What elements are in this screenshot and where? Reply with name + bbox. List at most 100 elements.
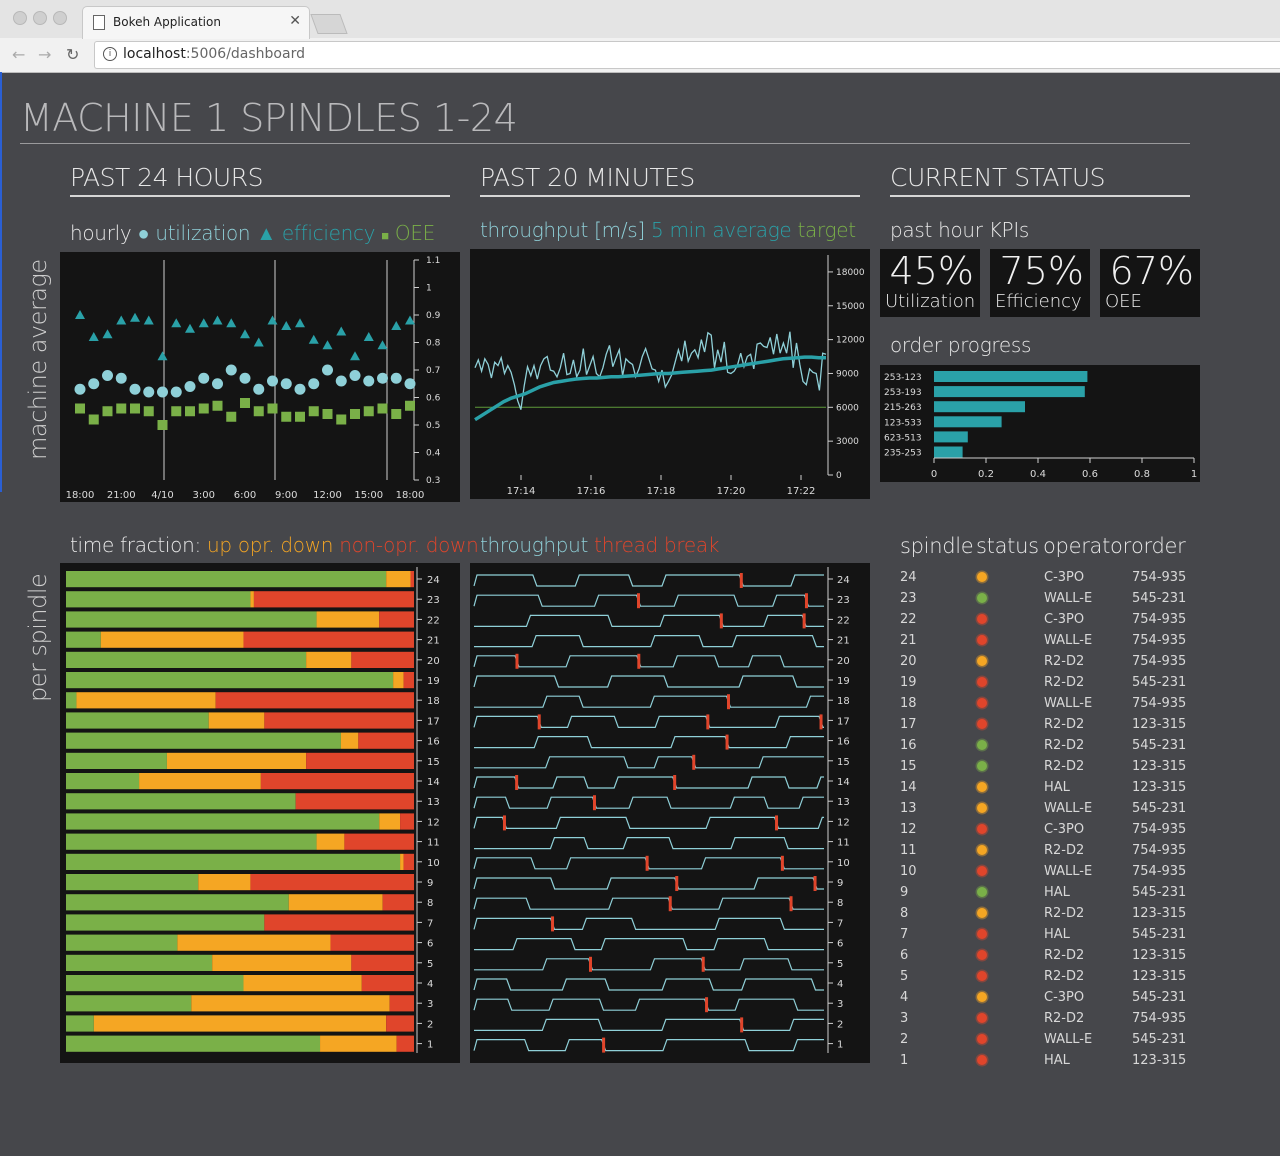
y-tick-label: 0.7 [426, 366, 440, 376]
x-tick-label: 9:00 [275, 490, 297, 501]
throughput-trace [474, 1018, 824, 1031]
minimize-window-button[interactable] [33, 11, 47, 25]
order-bar [934, 416, 1002, 428]
close-window-button[interactable] [13, 11, 27, 25]
order-cell: 123-315 [1132, 780, 1187, 795]
x-tick-label: 0.2 [978, 469, 994, 480]
order-cell: 754-935 [1132, 843, 1187, 858]
address-bar[interactable]: i localhost:5006/dashboard [94, 41, 1280, 69]
table-row: 6 R2-D2 123-315 [900, 948, 1200, 969]
spindle-cell: 16 [900, 738, 917, 753]
order-cell: 754-935 [1132, 612, 1187, 627]
spindle-label: 10 [837, 858, 850, 869]
spindle-label: 9 [837, 878, 843, 889]
status-dot-icon [977, 1055, 987, 1065]
y-tick-label: 0.3 [426, 476, 440, 486]
efficiency-marker-icon: ▲ [256, 221, 276, 245]
efficiency-point [363, 332, 374, 341]
efficiency-point [391, 321, 402, 330]
back-icon[interactable]: ← [12, 45, 26, 64]
efficiency-point [212, 315, 223, 325]
kpi-utilization: 45% Utilization [880, 249, 980, 317]
status-dot-icon [977, 866, 987, 876]
efficiency-point [405, 315, 415, 325]
thread-break-mark [692, 754, 696, 770]
url-host: localhost [123, 46, 186, 62]
utilization-point [88, 378, 100, 390]
time-fraction-bar [316, 833, 345, 850]
spindle-label: 7 [837, 918, 843, 929]
time-fraction-bar [396, 1035, 414, 1052]
throughput-trace [473, 675, 824, 688]
time-fraction-bar [66, 591, 251, 608]
oee-point [102, 406, 113, 417]
forward-icon[interactable]: → [38, 45, 52, 64]
info-icon[interactable]: i [103, 47, 117, 61]
thread-break-chart[interactable]: 24 23 22 21 20 19 18 17 16 15 14 13 12 11 10 9 8 7 6 5 4 3 2 1 [470, 563, 870, 1063]
status-dot-icon [977, 1034, 987, 1044]
browser-tab[interactable]: Bokeh Application ✕ [82, 6, 310, 39]
order-bar [934, 431, 968, 443]
efficiency-point [171, 318, 182, 328]
header-operator: operator [1043, 534, 1131, 558]
time-fraction-chart[interactable]: 24 23 22 21 20 19 18 17 16 15 14 13 12 11 10 9 8 7 6 5 4 3 2 1 [60, 563, 460, 1063]
throughput-trace [474, 756, 824, 769]
efficiency-point [198, 318, 209, 328]
spindle-cell: 8 [900, 906, 909, 921]
time-fraction-bar [264, 914, 414, 931]
throughput-trace [473, 917, 824, 930]
time-fraction-bar [76, 692, 216, 709]
utilization-point [404, 378, 416, 390]
spindle-label: 17 [837, 716, 850, 727]
reload-icon[interactable]: ↻ [66, 45, 80, 64]
spindle-cell: 19 [900, 675, 917, 690]
throughput-trace [473, 998, 824, 1011]
order-cell: 545-231 [1132, 1032, 1187, 1047]
operator-cell: WALL-E [1044, 696, 1093, 711]
title-divider [20, 143, 1190, 144]
time-fraction-bar [215, 692, 414, 709]
spindle-cell: 4 [900, 990, 909, 1005]
thread-break-mark [740, 1017, 744, 1033]
status-dot-icon [977, 992, 987, 1002]
oee-marker-icon: ■ [381, 229, 389, 244]
order-progress-chart[interactable]: 253-123 253-193 215-263 123-533 623-513 235-2… [880, 365, 1200, 482]
throughput-trace [474, 614, 824, 628]
order-cell: 123-315 [1132, 906, 1187, 921]
table-row: 18 WALL-E 754-935 [900, 696, 1200, 717]
utilization-point [212, 378, 223, 390]
time-fraction-bar [243, 975, 362, 992]
close-tab-icon[interactable]: ✕ [289, 13, 301, 29]
thread-break-mark [637, 653, 641, 669]
table-row: 21 WALL-E 754-935 [900, 633, 1200, 654]
table-row: 17 R2-D2 123-315 [900, 717, 1200, 738]
spindle-label: 4 [427, 979, 433, 990]
table-row: 8 R2-D2 123-315 [900, 906, 1200, 927]
spindle-label: 13 [427, 797, 440, 808]
status-dot-icon [977, 593, 987, 603]
kpi-heading: past hour KPIs [890, 218, 1030, 242]
operator-cell: C-3PO [1044, 822, 1085, 837]
maximize-window-button[interactable] [53, 11, 67, 25]
time-fraction-bar [243, 631, 414, 648]
throughput-chart[interactable]: 0 3000 6000 9000 12000 15000 18000 17:14 17:16 17… [470, 249, 870, 499]
time-fraction-bar [66, 611, 317, 628]
legend-oee: OEE [394, 221, 436, 245]
throughput-trace [473, 978, 824, 991]
operator-cell: R2-D2 [1044, 948, 1085, 963]
browser-chrome: Bokeh Application ✕ ← → ↻ i localhost:50… [0, 0, 1280, 73]
efficiency-point [116, 315, 127, 325]
thread-break-mark [802, 613, 806, 629]
kpi-efficiency: 75% Efficiency [990, 249, 1090, 317]
x-tick-label: 1 [1191, 469, 1197, 480]
thread-break-mark [813, 876, 817, 891]
operator-cell: R2-D2 [1044, 843, 1085, 858]
hourly-chart[interactable]: 0.3 0.4 0.5 0.6 0.7 0.8 0.9 1 1.1 18:00 21:00 4/10 3… [60, 252, 460, 502]
time-fraction-bar [66, 833, 317, 850]
order-cell: 545-231 [1132, 927, 1187, 942]
oee-point [240, 398, 250, 408]
spindle-label: 5 [837, 959, 843, 970]
spindle-label: 24 [427, 575, 440, 586]
throughput-legend: throughput [m/s] 5 min average target [480, 218, 856, 242]
kpi-label: Efficiency [995, 291, 1082, 312]
